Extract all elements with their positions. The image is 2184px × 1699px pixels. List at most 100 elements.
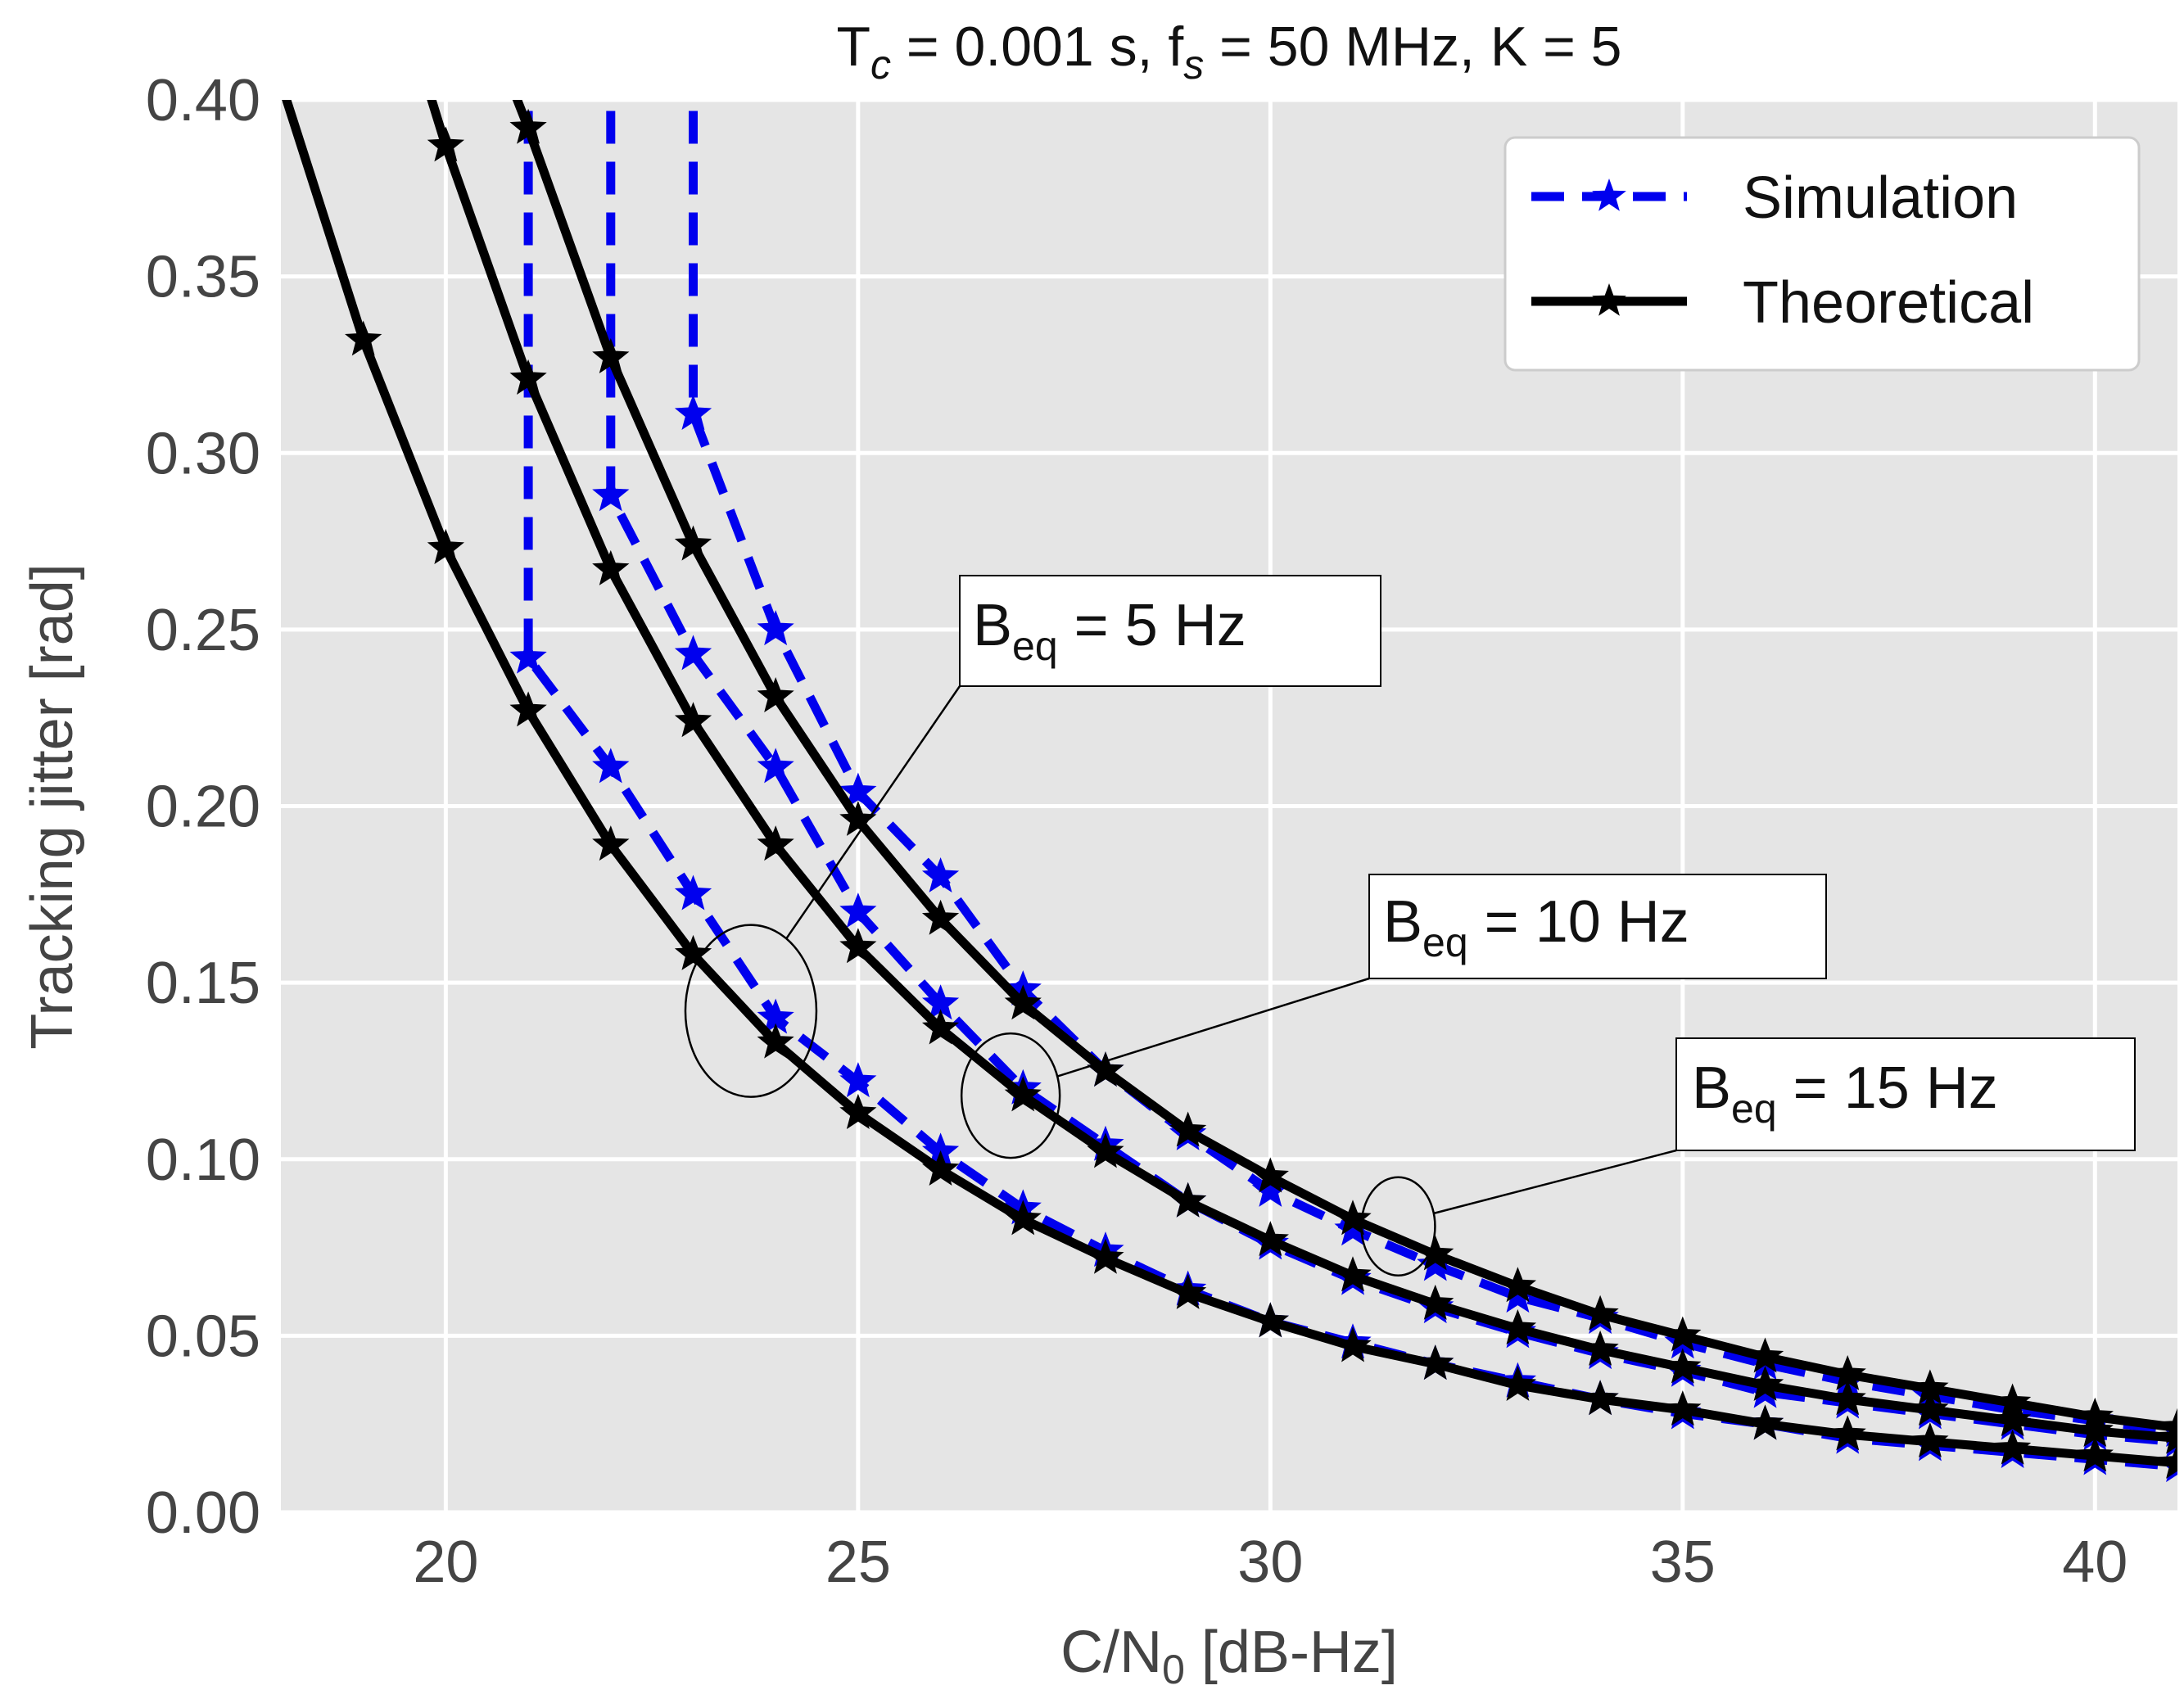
chart-title: Tc = 0.001 s, fs = 50 MHz, K = 5 <box>836 16 1621 88</box>
data-point <box>1499 1366 1537 1401</box>
data-point <box>509 359 547 395</box>
data-point <box>674 874 712 911</box>
data-point <box>1911 1369 1949 1405</box>
y-tick-label: 0.35 <box>146 245 260 310</box>
callout-label: Beq = 5 Hz <box>973 593 1246 669</box>
data-point <box>1004 1076 1042 1112</box>
data-point <box>2076 1397 2114 1433</box>
callout-label: Beq = 10 Hz <box>1383 889 1689 965</box>
data-point <box>839 892 877 929</box>
data-point <box>2159 1408 2177 1444</box>
data-point <box>1993 1383 2032 1419</box>
callout-part: B <box>1383 889 1422 955</box>
data-point <box>839 928 877 964</box>
data-point <box>1829 1355 1866 1391</box>
data-point <box>345 320 382 356</box>
data-point <box>1334 1200 1372 1236</box>
data-point <box>509 691 547 727</box>
legend-entry-theoretical: Theoretical <box>1531 270 2034 336</box>
data-point <box>839 1093 877 1129</box>
data-point <box>1334 1256 1372 1292</box>
title-subscript: s <box>1183 42 1204 88</box>
callout-beq-10: Beq = 10 Hz <box>1368 874 1827 979</box>
data-point <box>2159 1443 2177 1479</box>
data-point <box>1829 1415 1866 1451</box>
data-point <box>1334 1326 1372 1362</box>
y-tick-label: 0.15 <box>146 951 260 1016</box>
data-point <box>1251 1157 1289 1193</box>
data-point <box>1911 1422 1949 1457</box>
callout-part: B <box>1692 1055 1731 1121</box>
data-point <box>1664 1316 1702 1352</box>
data-point <box>427 528 465 564</box>
x-tick-label: 25 <box>825 1530 891 1595</box>
annotation-ellipse <box>960 1032 1061 1159</box>
x-axis-title-part: [dB-Hz] <box>1185 1620 1398 1685</box>
data-point <box>1087 1132 1124 1168</box>
data-point <box>1169 1273 1207 1309</box>
annotation-ellipse <box>1360 1176 1436 1277</box>
data-point <box>1581 1330 1619 1366</box>
data-point <box>509 638 547 674</box>
series-theory <box>509 100 2177 1444</box>
series-layer <box>282 100 2177 1483</box>
data-point <box>674 635 712 671</box>
data-point <box>839 1062 877 1098</box>
data-point <box>921 857 960 892</box>
data-point <box>592 338 630 374</box>
x-tick-label: 35 <box>1650 1530 1716 1595</box>
y-tick-label: 0.10 <box>146 1127 260 1193</box>
data-point <box>1664 1390 1702 1426</box>
data-point <box>921 899 960 935</box>
data-point <box>1499 1267 1537 1303</box>
series-theory <box>282 100 2177 1479</box>
legend-simulation-marker <box>1592 178 1626 211</box>
annotation-leader <box>1433 1149 1677 1215</box>
data-point <box>674 395 712 431</box>
data-point <box>509 108 547 144</box>
title-part: T <box>836 16 870 78</box>
data-point <box>2076 1436 2114 1472</box>
data-point <box>592 476 630 512</box>
data-point <box>1746 1366 1784 1401</box>
data-point <box>757 677 794 713</box>
data-point <box>1251 1221 1289 1257</box>
annotation-ellipse <box>684 924 818 1098</box>
data-point <box>1911 1390 1949 1426</box>
data-point <box>921 1150 960 1186</box>
data-point <box>1746 1337 1784 1373</box>
data-point <box>757 1023 794 1059</box>
data-point <box>757 825 794 861</box>
callout-part: B <box>973 593 1012 658</box>
x-tick-labels: 20 25 30 35 40 <box>413 1530 2127 1595</box>
callout-label: Beq = 15 Hz <box>1692 1055 1998 1132</box>
callout-box <box>1675 1037 2136 1151</box>
y-axis-title: Tracking jitter [rad] <box>20 563 85 1050</box>
callout-box <box>1368 874 1827 979</box>
data-point <box>1417 1344 1454 1380</box>
callout-subscript: eq <box>1422 920 1468 965</box>
data-point <box>1169 1111 1207 1147</box>
y-tick-label: 0.05 <box>146 1304 260 1369</box>
data-point <box>1499 1309 1537 1344</box>
y-tick-label: 0.40 <box>146 68 260 133</box>
data-point <box>2076 1412 2114 1448</box>
callout-box <box>959 575 1381 687</box>
callout-subscript: eq <box>1731 1086 1777 1132</box>
y-tick-label: 0.30 <box>146 421 260 486</box>
data-point <box>1169 1182 1207 1218</box>
x-axis-title-subscript: 0 <box>1162 1647 1185 1692</box>
series-line <box>689 100 2177 1436</box>
y-tick-label: 0.20 <box>146 775 260 840</box>
title-subscript: c <box>870 42 891 88</box>
callout-part: = 15 Hz <box>1777 1055 1998 1121</box>
data-point <box>1746 1404 1784 1440</box>
callout-part: = 5 Hz <box>1058 593 1246 658</box>
callout-part: = 10 Hz <box>1468 889 1689 955</box>
data-point <box>592 825 630 861</box>
legend: Simulation Theoretical <box>1503 136 2141 372</box>
data-point <box>757 748 794 784</box>
x-tick-label: 40 <box>2062 1530 2127 1595</box>
callout-beq-15: Beq = 15 Hz <box>1675 1037 2136 1151</box>
